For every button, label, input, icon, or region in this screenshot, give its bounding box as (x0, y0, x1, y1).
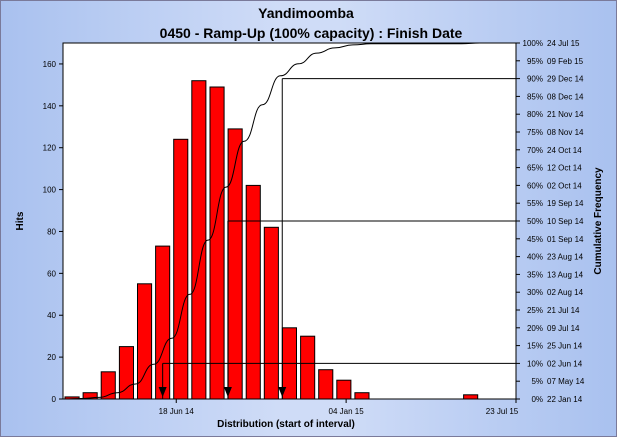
y2-tick-date: 24 Oct 14 (547, 146, 582, 155)
y2-tick-date: 02 Jun 14 (547, 359, 583, 368)
histogram-bar (173, 138, 189, 400)
y2-tick-percent: 10% (527, 359, 543, 368)
histogram-bar (82, 392, 98, 400)
y2-tick-percent: 75% (527, 128, 543, 137)
y2-tick-date: 02 Aug 14 (547, 288, 584, 297)
x-axis-label: Distribution (start of interval) (217, 419, 355, 430)
histogram-bar (100, 371, 116, 400)
y2-tick-percent: 100% (523, 39, 543, 48)
y-tick-label: 20 (47, 353, 56, 362)
y2-tick-percent: 45% (527, 235, 543, 244)
histogram-bar (318, 369, 334, 400)
y2-tick-date: 09 Jul 14 (547, 324, 580, 333)
y2-tick-percent: 60% (527, 181, 543, 190)
percentile-arrow-icon (223, 387, 232, 397)
percentile-arrow-icon (158, 387, 167, 397)
y2-tick-percent: 95% (527, 57, 543, 66)
y2-tick-date: 29 Dec 14 (547, 75, 584, 84)
y2-tick-date: 24 Jul 15 (547, 39, 580, 48)
y2-tick-date: 21 Nov 14 (547, 110, 584, 119)
y2-tick-date: 01 Sep 14 (547, 235, 584, 244)
histogram-bar (227, 128, 243, 400)
histogram-bar (245, 184, 261, 400)
y2-tick-date: 13 Aug 14 (547, 270, 584, 279)
histogram-bar (263, 226, 279, 400)
y2-tick-percent: 90% (527, 75, 543, 84)
histogram-bar (336, 379, 352, 400)
y-tick-label: 100 (43, 186, 57, 195)
y2-tick-percent: 85% (527, 92, 543, 101)
y-tick-label: 40 (47, 311, 56, 320)
y2-tick-date: 12 Oct 14 (547, 164, 582, 173)
y2-tick-date: 23 Aug 14 (547, 253, 584, 262)
y2-tick-percent: 70% (527, 146, 543, 155)
y2-tick-percent: 30% (527, 288, 543, 297)
y2-tick-date: 08 Dec 14 (547, 92, 584, 101)
y2-tick-percent: 55% (527, 199, 543, 208)
y2-tick-percent: 0% (531, 395, 543, 404)
y2-axis-label: Cumulative Frequency (593, 167, 604, 275)
y2-tick-date: 08 Nov 14 (547, 128, 584, 137)
y2-tick-date: 21 Jul 14 (547, 306, 580, 315)
y-axis-label: Hits (15, 211, 26, 230)
chart-subtitle: 0450 - Ramp-Up (100% capacity) : Finish … (160, 25, 463, 41)
y-tick-label: 0 (52, 395, 57, 404)
y-tick-label: 160 (43, 60, 57, 69)
y2-tick-date: 07 May 14 (547, 377, 585, 386)
y2-tick-date: 19 Sep 14 (547, 199, 584, 208)
histogram-bar (354, 392, 370, 400)
y2-tick-percent: 65% (527, 164, 543, 173)
histogram-bar (191, 80, 207, 400)
y2-tick-date: 09 Feb 15 (547, 57, 584, 66)
y2-tick-percent: 50% (527, 217, 543, 226)
y-tick-label: 60 (47, 269, 56, 278)
y-tick-label: 80 (47, 227, 56, 236)
y2-tick-percent: 5% (531, 377, 543, 386)
y2-tick-percent: 80% (527, 110, 543, 119)
y2-tick-date: 10 Sep 14 (547, 217, 584, 226)
x-tick-label: 18 Jun 14 (159, 407, 195, 416)
x-tick-label: 04 Jan 15 (329, 407, 365, 416)
y2-tick-percent: 15% (527, 342, 543, 351)
percentile-arrow-icon (278, 387, 287, 397)
y2-tick-percent: 35% (527, 270, 543, 279)
histogram-bar (300, 335, 316, 400)
y2-tick-date: 22 Jan 14 (547, 395, 583, 404)
y2-tick-date: 02 Oct 14 (547, 181, 582, 190)
chart-title: Yandimoomba (258, 5, 354, 21)
y2-tick-percent: 20% (527, 324, 543, 333)
y2-tick-percent: 25% (527, 306, 543, 315)
histogram-bar (137, 283, 153, 400)
y2-tick-date: 25 Jun 14 (547, 342, 583, 351)
cumulative-frequency-line (64, 42, 516, 400)
y2-tick-percent: 40% (527, 253, 543, 262)
histogram-bar (118, 346, 135, 400)
y-tick-label: 120 (43, 144, 57, 153)
histogram-bar (209, 86, 225, 400)
x-tick-label: 23 Jul 15 (486, 407, 519, 416)
y-tick-label: 140 (43, 102, 57, 111)
histogram-bar (463, 394, 479, 400)
